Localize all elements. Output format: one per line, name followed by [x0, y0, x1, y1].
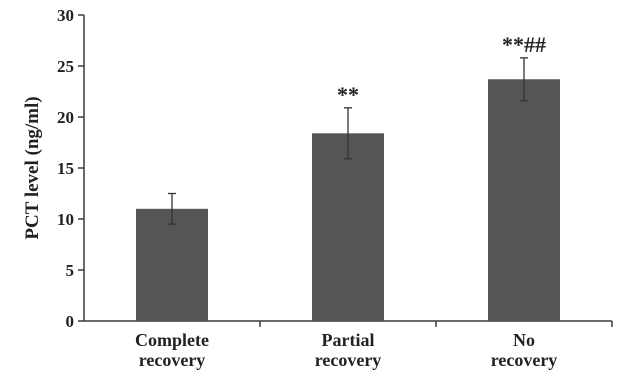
category-label: Partial: [322, 330, 375, 350]
y-tick-label: 25: [57, 57, 74, 76]
y-axis-label: PCT level (ng/ml): [22, 96, 43, 239]
category-labels: CompleterecoveryPartialrecoveryNorecover…: [135, 330, 557, 370]
y-tick-label: 5: [66, 261, 75, 280]
category-label: No: [513, 330, 535, 350]
bar: [488, 79, 560, 321]
category-label: recovery: [315, 350, 382, 370]
y-tick-label: 10: [57, 210, 74, 229]
x-axis: [84, 320, 613, 327]
y-tick-label: 0: [66, 312, 75, 331]
category-label: recovery: [139, 350, 206, 370]
significance-label: **##: [502, 32, 546, 57]
significance-label: **: [337, 82, 359, 107]
y-tick-label: 20: [57, 108, 74, 127]
bar: [312, 133, 384, 321]
bar: [136, 208, 208, 321]
category-label: recovery: [491, 350, 558, 370]
y-tick-label: 30: [57, 6, 74, 25]
category-label: Complete: [135, 330, 209, 350]
y-axis: 0 5 10 15 20 25 30: [57, 6, 85, 331]
bars: ** **##: [136, 32, 560, 321]
y-tick-label: 15: [57, 159, 74, 178]
